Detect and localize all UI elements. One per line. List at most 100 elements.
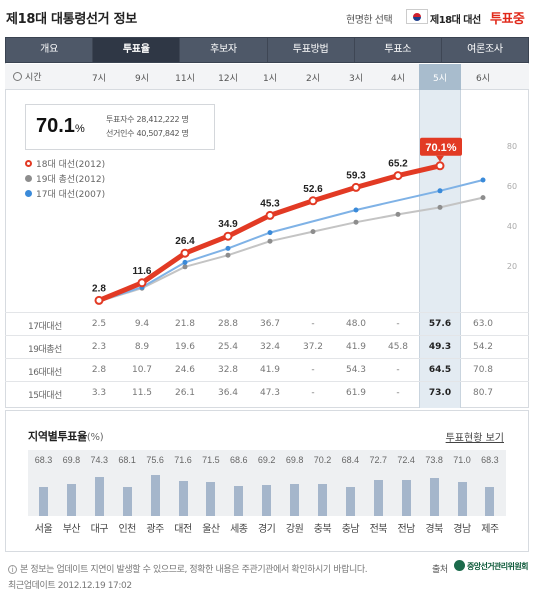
region-bar [345,487,355,516]
table-cell: 26.1 [174,388,196,398]
table-row: 16대대선 2.8 10.7 24.6 32.8 41.9 - 54.3 - 64.5 70.8 [5,358,529,381]
series-line [98,179,484,302]
table-cell: - [311,319,315,329]
table-cell: 63.0 [472,319,494,329]
data-point [265,210,275,220]
data-label: 59.3 [346,170,366,181]
hour-tab[interactable]: 2시 [305,74,321,84]
page-title: 제18대 대통령선거 정보 [6,12,137,27]
hour-tab[interactable]: 3시 [348,74,364,84]
table-cell: 37.2 [302,342,324,352]
table-cell: 11.5 [131,388,153,398]
table-row: 17대대선 2.5 9.4 21.8 28.8 36.7 - 48.0 - 57.6 63.0 [5,312,529,335]
region-value: 68.3 [34,455,53,465]
data-point [267,230,273,236]
data-point [351,182,361,192]
data-label: 52.6 [303,184,323,195]
region-bar-column: 69.8 [283,450,306,516]
region-bar-column: 68.3 [478,450,501,516]
table-cell: 45.8 [387,342,409,352]
hour-tab[interactable]: 5시 [432,74,448,84]
callout-pointer [436,155,444,162]
table-cell: 54.3 [345,365,367,375]
status-badge: 투표중 [490,12,525,27]
data-point [353,207,359,213]
hour-tab[interactable]: 9시 [134,74,150,84]
table-cell: 70.8 [472,365,494,375]
region-value: 68.4 [341,455,360,465]
region-name: 전남 [397,524,415,535]
table-row: 19대총선 2.3 8.9 19.6 25.4 32.4 37.2 41.9 45.8 49.3 5… [5,335,529,358]
region-value: 72.4 [397,455,415,465]
data-point [182,264,188,270]
region-value: 69.2 [257,455,276,465]
hour-tab[interactable]: 4시 [390,74,406,84]
table-cell: 10.7 [131,365,153,375]
clock-icon [13,72,22,81]
table-cell: 64.5 [428,365,452,375]
current-turnout: 70.1% [36,115,85,137]
region-bar [318,484,327,516]
region-bar [457,482,467,516]
table-cell: - [396,365,400,375]
table-cell: 25.4 [217,342,239,352]
regional-title: 지역별투표율(%) [28,430,104,443]
y-tick-label: 40 [507,222,517,231]
hour-tab[interactable]: 11시 [175,74,195,84]
region-name: 광주 [146,524,164,535]
data-point [435,161,445,171]
tab-turnout[interactable]: 투표율 [93,38,181,62]
region-bar [234,486,244,516]
region-bar [66,484,76,516]
tab-polls[interactable]: 여론조사 [467,44,503,55]
tab-polling-station[interactable]: 투표소 [355,38,442,62]
data-point [393,171,403,181]
region-bar-column: 68.3 [32,450,55,516]
electorate-count: 선거인수 40,507,842 명 [106,129,189,138]
region-bar [150,475,160,516]
table-cell: 3.3 [91,388,107,398]
table-cell: 49.3 [428,342,452,352]
region-name: 충북 [313,524,332,535]
region-bar [290,484,300,516]
table-cell: 57.6 [428,319,452,329]
region-name: 울산 [202,524,220,535]
table-cell: 41.9 [345,342,367,352]
tab-overview[interactable]: 개요 [6,38,94,62]
region-name: 경기 [257,524,276,535]
region-value: 71.6 [174,455,192,465]
slogan: 현명한 선택 [346,15,393,26]
region-bar-column: 75.6 [144,450,167,516]
row-label: 16대대선 [28,368,62,378]
y-tick-label: 80 [507,142,517,151]
data-label: 45.3 [260,198,280,209]
data-point [480,195,486,201]
hour-tab[interactable]: 7시 [91,74,107,84]
tab-candidates[interactable]: 후보자 [180,38,268,62]
table-cell: 19.6 [174,342,196,352]
tab-voting-method[interactable]: 투표방법 [268,38,355,62]
data-label: 2.8 [92,283,106,294]
region-name: 대구 [90,524,109,535]
data-point [180,248,190,258]
data-label: 26.4 [175,236,195,247]
table-row: 15대대선 3.3 11.5 26.1 36.4 47.3 - 61.9 - 73.0 80.7 [5,381,529,404]
region-name: 강원 [285,524,304,535]
data-point [267,238,273,244]
hour-tab[interactable]: 1시 [262,74,278,84]
turnout-status-link[interactable]: 투표현황 보기 [445,433,504,444]
region-bar-column: 68.1 [116,450,139,516]
hour-tab[interactable]: 12시 [218,74,238,84]
region-bar-column: 69.8 [60,450,83,516]
table-cell: - [396,319,400,329]
region-name: 충남 [341,524,360,535]
nec-logo-icon [454,560,465,571]
hour-tab[interactable]: 6시 [475,74,491,84]
table-cell: 54.2 [472,342,494,352]
selected-hour-header [419,64,461,90]
region-bar [262,485,272,516]
region-value: 71.0 [453,455,471,465]
region-value: 69.8 [285,455,304,465]
data-point [353,219,359,225]
